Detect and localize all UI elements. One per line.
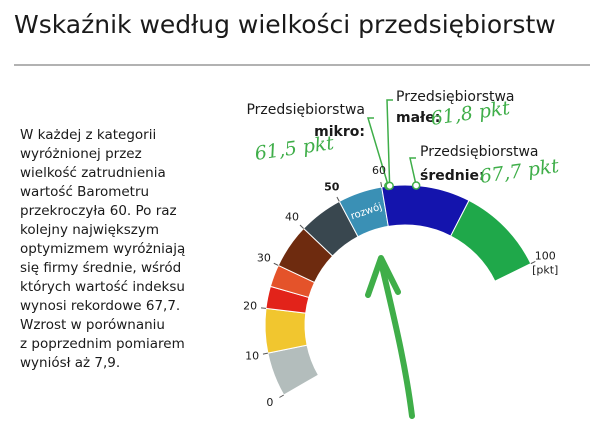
tick-label: 20 [243,300,257,313]
tick-mark [336,196,340,202]
description-line: Wzrost w porównaniu [20,317,165,333]
annotation-value: 61,5 pkt [253,132,335,165]
tick-mark [299,224,304,229]
annotation-name: średnie: [420,168,485,184]
value-marker [385,181,394,191]
tick-label: 10 [245,349,259,362]
annotation-prefix: Przedsiębiorstwa [396,89,515,105]
description-line: W każdej z kategorii [20,127,156,143]
leader-line [366,117,390,187]
unit-label: [pkt] [532,264,558,277]
tick-mark [380,181,383,188]
description-line: których wartość indeksu [20,279,185,295]
annotation-prefix: Przedsiębiorstwa [246,102,365,118]
tick-label: 100 [535,250,556,263]
arrow-shaft [378,259,415,419]
description-line: przekroczyła 60. Po raz [20,203,177,219]
description-line: z poprzednim pomiarem [20,336,185,352]
description-line: kolejny największym [20,222,159,238]
tick-label: 40 [285,210,299,223]
annotation-prefix: Przedsiębiorstwa [420,144,539,160]
description-line: wielkość zatrudnienia [20,165,166,181]
description-line: wyniósł aż 7,9. [20,355,120,371]
value-marker [411,181,421,190]
gauge-band [267,344,320,396]
leader-line [386,99,393,186]
tick-label: 30 [257,252,271,265]
tick-mark [530,260,536,265]
tick-mark [262,352,268,355]
arrow-head [365,255,401,298]
gauge-band [264,307,308,354]
annotation-name: małe: [396,110,440,126]
description-line: wynosi rekordowe 67,7. [20,298,180,314]
description-line: wyróżnionej przez [20,146,142,162]
description-line: się firmy średnie, wśród [20,260,181,276]
tick-label: 60 [372,164,386,177]
tick-mark [279,394,285,398]
gauge-band [450,199,532,282]
leader-line [409,157,417,186]
chart-title: Wskaźnik według wielkości przedsiębiorst… [14,10,556,39]
tick-mark [273,262,279,266]
pointer-arrow [365,255,415,419]
description-line: wartość Barometru [20,184,149,200]
tick-mark [260,307,267,309]
annotation-name: mikro: [314,124,365,140]
tick-label: 0 [266,396,273,409]
description-line: optymizmem wyróżniają [20,241,185,257]
tick-label: 50 [324,180,340,193]
